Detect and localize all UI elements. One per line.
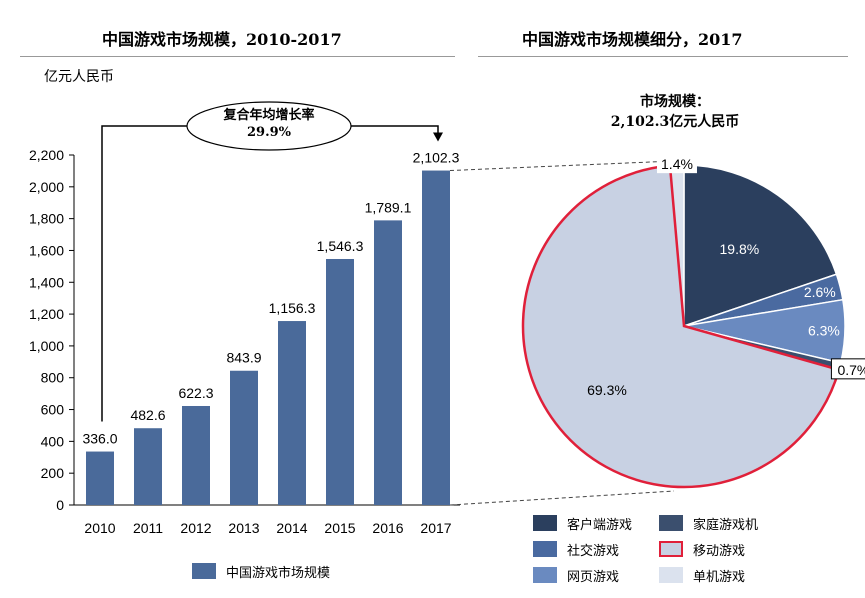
x-tick-label: 2017	[420, 520, 451, 536]
legend-swatch	[659, 515, 683, 531]
pie-slice-label: 2.6%	[804, 284, 836, 300]
pie-slice-label: 69.3%	[587, 382, 627, 398]
legend-swatch	[533, 567, 557, 583]
bar-value-label: 482.6	[130, 407, 165, 423]
left-chart-title: 中国游戏市场规模，2010-2017	[102, 30, 342, 49]
pie-note-line2: 2,102.3亿元人民币	[610, 114, 740, 130]
y-tick-label: 600	[41, 402, 65, 418]
bar-value-label: 1,156.3	[269, 300, 316, 316]
bar	[182, 405, 210, 505]
right-chart-title: 中国游戏市场规模细分，2017	[522, 30, 743, 49]
y-tick-label: 1,400	[29, 274, 64, 290]
cagr-label: 复合年均增长率	[223, 108, 315, 123]
pie-legend-item: 客户端游戏	[533, 513, 632, 533]
left-title-rule	[20, 56, 455, 57]
bar	[86, 451, 114, 505]
bar-value-label: 336.0	[82, 431, 117, 447]
legend-label: 网页游戏	[567, 569, 620, 585]
bar	[374, 220, 402, 505]
unit-label: 亿元人民币	[44, 69, 114, 85]
y-tick-label: 1,600	[29, 242, 64, 258]
legend-swatch	[659, 567, 683, 583]
cagr-arrowhead	[433, 132, 443, 142]
y-tick-label: 1,000	[29, 338, 64, 354]
cagr-ellipse	[186, 101, 352, 151]
y-tick-label: 2,000	[29, 179, 64, 195]
y-tick-label: 2,200	[29, 147, 64, 163]
bar-value-label: 622.3	[178, 385, 213, 401]
bar	[422, 170, 450, 505]
pie-note-line1: 市场规模：	[640, 94, 710, 110]
legend-label: 社交游戏	[567, 543, 620, 559]
legend-swatch	[659, 541, 683, 557]
cagr-annotation: 复合年均增长率 29.9%	[184, 101, 354, 151]
connector-line-bottom	[449, 490, 675, 506]
pie-slice-label: 1.4%	[661, 156, 693, 172]
pie-label-bg	[656, 153, 697, 174]
legend-swatch	[533, 541, 557, 557]
legend-label: 客户端游戏	[567, 517, 633, 533]
pie-size-note: 市场规模： 2,102.3亿元人民币	[560, 92, 790, 132]
bar	[230, 370, 258, 505]
y-tick-label: 1,200	[29, 306, 64, 322]
x-tick-label: 2014	[276, 520, 307, 536]
x-tick-label: 2011	[133, 520, 163, 536]
legend-label: 单机游戏	[693, 569, 746, 585]
connector-line-top	[449, 160, 675, 172]
pie-slice	[683, 164, 838, 328]
pie-legend-item: 网页游戏	[533, 565, 619, 585]
pie-legend-item: 移动游戏	[659, 539, 745, 559]
legend-label: 家庭游戏机	[693, 517, 759, 533]
x-tick-label: 2015	[324, 520, 355, 536]
y-tick-label: 200	[41, 465, 65, 481]
legend-label: 移动游戏	[693, 543, 746, 559]
pie-chart: 1.4% 19.8% 2.6% 6.3% 0.7% 69.3%	[449, 153, 865, 506]
y-tick-label: 0	[56, 497, 64, 513]
bar-legend-item: 中国游戏市场规模	[192, 561, 330, 581]
bar	[326, 258, 354, 505]
pie-legend-item: 家庭游戏机	[659, 513, 758, 533]
legend-swatch	[192, 563, 216, 579]
legend-label: 中国游戏市场规模	[226, 565, 331, 581]
pie-legend-item: 社交游戏	[533, 539, 619, 559]
pie-slice-highlight	[521, 164, 841, 489]
x-tick-label: 2016	[372, 520, 403, 536]
cagr-value: 29.9%	[246, 125, 291, 140]
x-tick-label: 2012	[180, 520, 211, 536]
y-tick-label: 400	[41, 433, 65, 449]
x-tick-label: 2013	[228, 520, 259, 536]
bar-chart: 0 200 400 600 800 1,000 1,200 1,400 1,600 1,800 2,…	[29, 101, 460, 536]
bar	[278, 321, 306, 505]
pie-label-box	[830, 358, 865, 380]
bar-value-label: 2,102.3	[413, 150, 460, 166]
legend-swatch	[533, 515, 557, 531]
bar-value-label: 1,789.1	[365, 199, 412, 215]
right-title-rule	[478, 56, 848, 57]
bar-value-label: 843.9	[226, 350, 261, 366]
pie-slice-label: 6.3%	[808, 323, 840, 339]
pie-slice-label: 0.7%	[837, 362, 865, 378]
bar	[134, 428, 162, 505]
pie-legend-item: 单机游戏	[659, 565, 745, 585]
pie-slice-label: 19.8%	[720, 241, 760, 257]
y-tick-label: 800	[41, 370, 65, 386]
y-tick-label: 1,800	[29, 211, 64, 227]
bar-value-label: 1,546.3	[317, 238, 364, 254]
x-tick-label: 2010	[84, 520, 115, 536]
